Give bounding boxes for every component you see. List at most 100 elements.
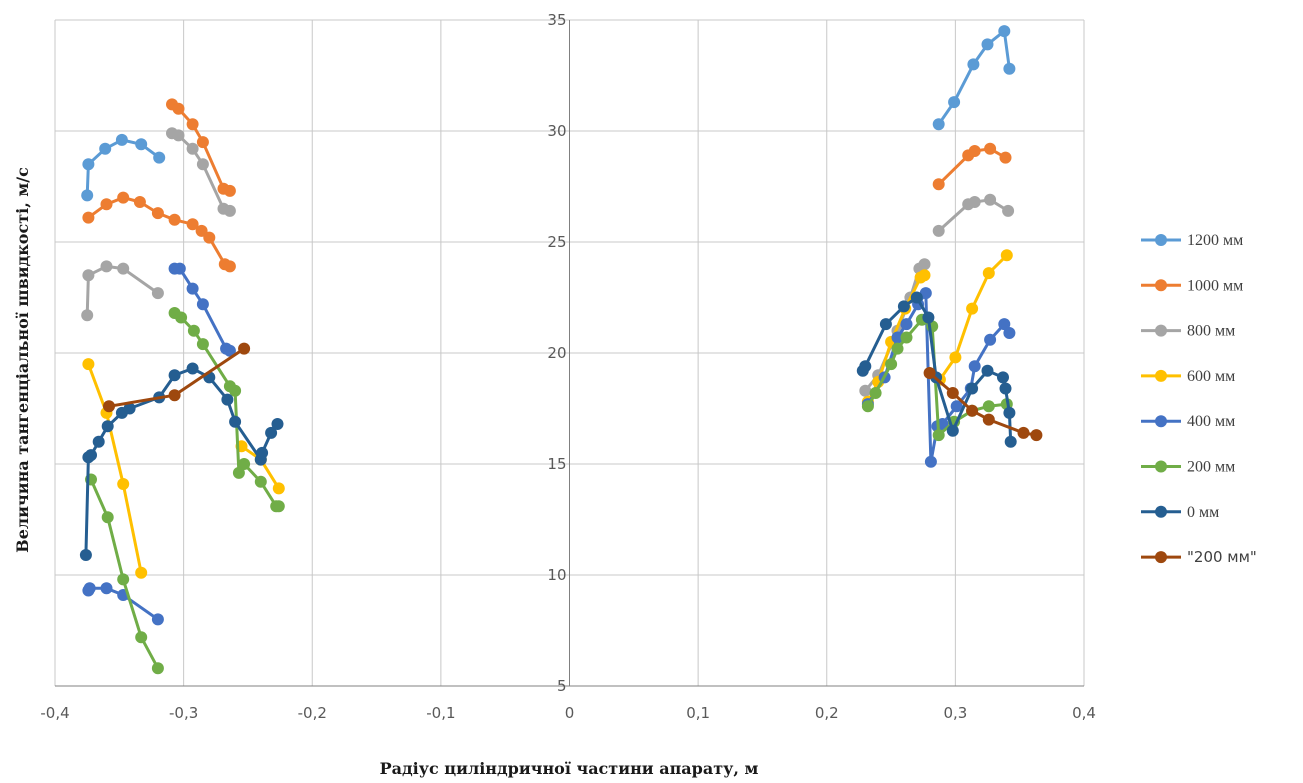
y-tick-label: 30 — [547, 122, 566, 140]
x-tick-label: -0,3 — [169, 704, 198, 722]
data-point — [968, 145, 981, 157]
data-point — [1030, 429, 1043, 442]
data-point — [861, 400, 874, 413]
legend-marker — [1155, 369, 1167, 382]
data-point — [117, 478, 130, 490]
y-tick-label: 10 — [547, 566, 566, 584]
x-tick-label: -0,1 — [426, 704, 455, 722]
data-point — [966, 302, 979, 315]
legend-label: 0 мм — [1187, 504, 1219, 521]
data-point — [982, 413, 995, 426]
data-point — [999, 382, 1012, 395]
data-point — [172, 129, 185, 142]
series-line — [85, 138, 161, 196]
data-point — [982, 400, 995, 413]
legend-marker — [1155, 279, 1167, 292]
data-point — [186, 118, 199, 131]
data-point — [900, 318, 913, 331]
data-point — [223, 184, 236, 197]
series-0 — [81, 25, 1016, 202]
data-point — [932, 118, 945, 131]
series-7 — [103, 342, 1043, 442]
data-point — [918, 258, 931, 271]
data-point — [151, 207, 164, 220]
data-point — [175, 311, 188, 324]
series-6 — [79, 291, 1017, 561]
legend-marker — [1155, 234, 1167, 246]
data-point — [885, 358, 898, 371]
data-point — [997, 371, 1009, 384]
data-point — [1000, 249, 1013, 262]
data-point — [151, 662, 164, 675]
legend-item: 1200 мм — [1141, 232, 1243, 249]
data-point — [135, 566, 148, 579]
legend-label: 800 мм — [1187, 323, 1235, 340]
y-tick-label: 25 — [547, 233, 566, 251]
data-point — [238, 342, 251, 355]
legend-label: 1200 мм — [1187, 232, 1243, 249]
x-tick-label: -0,4 — [40, 704, 69, 722]
data-point — [984, 333, 997, 346]
data-point — [117, 262, 130, 275]
data-point — [950, 400, 963, 413]
data-point — [932, 224, 945, 237]
data-point — [100, 198, 113, 211]
data-point — [919, 287, 932, 300]
data-point — [859, 360, 872, 373]
data-point — [123, 402, 136, 415]
data-point — [981, 364, 994, 377]
legend-marker — [1155, 324, 1167, 337]
data-point — [1002, 204, 1015, 217]
data-point — [82, 158, 95, 171]
data-point — [100, 582, 113, 595]
data-point — [117, 191, 130, 204]
legend-marker — [1155, 551, 1167, 564]
data-point — [196, 158, 209, 171]
data-point — [869, 387, 882, 399]
data-point — [900, 331, 913, 344]
y-tick-label: 20 — [547, 344, 566, 362]
legend-item: 200 мм — [1141, 459, 1235, 476]
series-line — [937, 29, 1011, 126]
data-point — [196, 136, 209, 149]
data-point — [272, 482, 285, 495]
y-tick-label: 35 — [547, 11, 566, 29]
y-tick-labels: 5 10 15 20 25 30 35 — [547, 11, 566, 695]
data-point — [85, 449, 97, 462]
x-tick-label: 0,4 — [1072, 704, 1096, 722]
data-point — [229, 384, 242, 397]
data-point — [1004, 435, 1017, 448]
legend-item: 1000 мм — [1141, 277, 1243, 294]
data-point — [272, 500, 285, 513]
data-point — [1003, 406, 1016, 419]
legend-item: 0 мм — [1141, 504, 1219, 521]
data-point — [133, 196, 146, 208]
data-point — [922, 311, 935, 324]
data-point — [99, 142, 112, 155]
data-point — [271, 418, 284, 430]
legend-label: 200 мм — [1187, 459, 1235, 476]
data-point — [891, 331, 904, 344]
data-point — [135, 138, 148, 151]
data-point — [998, 318, 1011, 331]
legend-item: "200 мм" — [1141, 548, 1257, 566]
data-point — [203, 231, 216, 244]
data-point — [172, 102, 185, 115]
data-point — [187, 324, 200, 337]
data-point — [999, 151, 1012, 164]
data-point — [81, 189, 94, 202]
data-point — [946, 424, 959, 437]
data-point — [186, 218, 199, 231]
data-point — [103, 400, 115, 413]
data-point — [981, 38, 994, 51]
data-point — [117, 573, 130, 586]
data-point — [151, 613, 164, 626]
data-point — [223, 260, 236, 273]
legend-label: "200 мм" — [1187, 548, 1257, 566]
data-point — [186, 142, 199, 155]
data-point — [254, 475, 267, 488]
data-point — [910, 291, 923, 304]
data-point — [984, 142, 997, 155]
legend-item: 400 мм — [1141, 413, 1235, 430]
data-point — [982, 267, 995, 280]
